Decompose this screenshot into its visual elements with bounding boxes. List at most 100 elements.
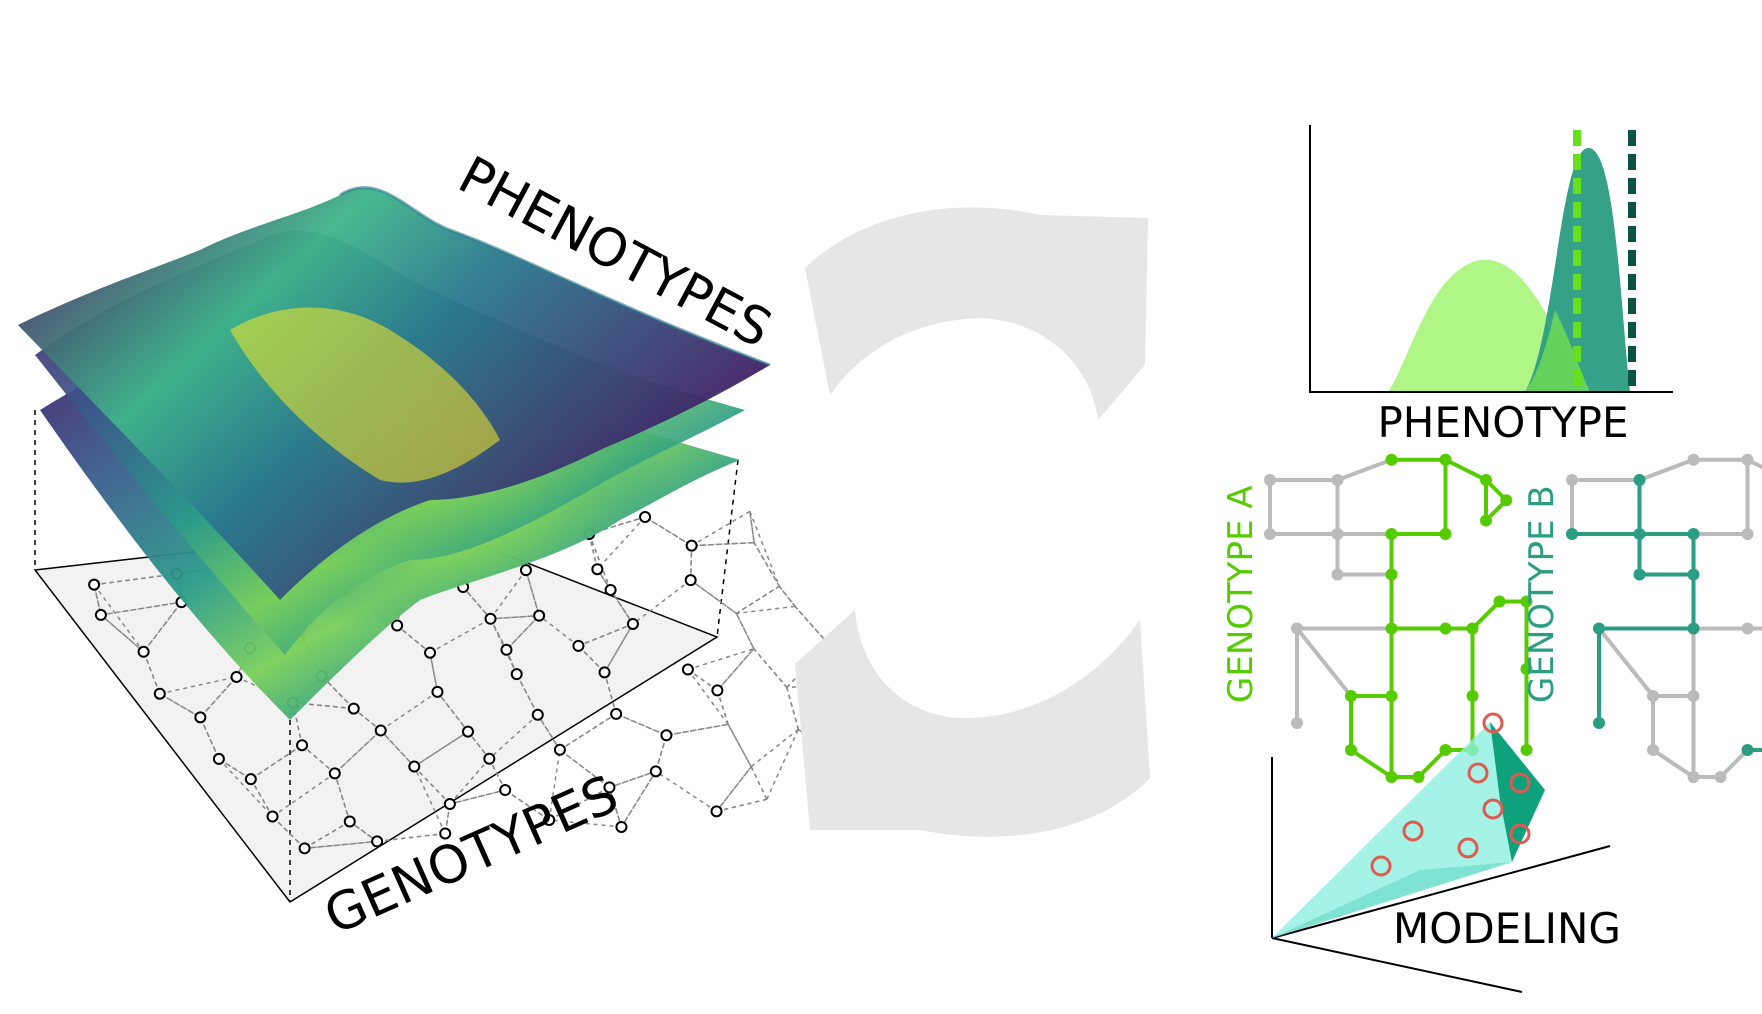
network-edge (377, 832, 446, 843)
network-edge (596, 516, 646, 570)
network-edge (396, 624, 431, 654)
network-edge (94, 573, 177, 586)
genotype-b-inactive-edges (1566, 453, 1762, 783)
network-edge (1746, 457, 1762, 470)
network-node (1647, 744, 1659, 756)
network-edge (449, 789, 506, 805)
network-edge (735, 613, 755, 650)
genotype-b-network: GENOTYPE B (1522, 453, 1762, 783)
network-edge (716, 798, 767, 813)
network-node (137, 645, 150, 658)
network-edge (143, 601, 183, 653)
modeling-cone (1272, 722, 1512, 938)
network-node (374, 724, 387, 737)
network-edge (301, 744, 336, 774)
network-node (266, 810, 279, 823)
sample-point (1467, 762, 1489, 784)
network-edge (1444, 457, 1487, 482)
network-edge (588, 533, 612, 591)
network-node (1466, 690, 1479, 702)
sample-point (1457, 837, 1479, 859)
network-node (298, 842, 311, 855)
network-node (443, 798, 456, 811)
network-edge (727, 723, 752, 768)
network-edge (753, 648, 788, 688)
network-edge (462, 586, 492, 620)
network-node (615, 820, 628, 833)
network-node (1520, 595, 1533, 608)
network-node (1687, 771, 1700, 783)
network-edge (218, 758, 252, 780)
network-edge (715, 766, 752, 812)
phenotype-distribution-panel: PHENOTYPE (1309, 125, 1673, 447)
network-node (1439, 453, 1452, 466)
network-node (519, 564, 532, 577)
network-edge (690, 579, 737, 615)
network-edge (489, 569, 527, 620)
network-edge (749, 511, 755, 543)
network-edge (603, 623, 634, 673)
phenotype-axis-label: PHENOTYPE (1377, 398, 1628, 447)
network-node (1331, 568, 1344, 581)
modeling-label: MODELING (1393, 904, 1621, 953)
network-node (88, 578, 101, 591)
network-edge (100, 601, 182, 616)
network-node (603, 781, 616, 794)
cycle-arrow-bottom (795, 610, 1150, 837)
network-edge (615, 713, 667, 736)
network-edge (413, 766, 451, 805)
phenotype-surface-top-edge (339, 186, 771, 367)
network-edge (1597, 627, 1655, 698)
network-edge (537, 714, 561, 751)
network-edge (794, 605, 829, 645)
network-node (598, 666, 611, 679)
network-node (533, 609, 546, 622)
network-node (1566, 528, 1578, 540)
network-edge (609, 770, 657, 789)
network-edge (644, 516, 693, 547)
network-edge (603, 672, 617, 715)
network-node (1412, 771, 1425, 783)
network-node (1385, 528, 1398, 540)
network-node (626, 617, 639, 630)
network-node (1385, 453, 1398, 466)
network-edge (429, 652, 439, 693)
network-edge (608, 787, 623, 828)
network-node (639, 511, 652, 524)
network-edge (548, 786, 610, 821)
network-edge (449, 758, 490, 805)
network-node (1566, 474, 1578, 486)
network-node (681, 663, 694, 676)
sample-point (1370, 855, 1392, 877)
network-edge (603, 672, 617, 715)
network-edge (691, 510, 751, 547)
genotype-a-network: GENOTYPE A (1221, 453, 1533, 783)
phenotype-surface-top-peak (230, 307, 500, 483)
network-edge (666, 723, 729, 737)
network-edge (559, 749, 610, 788)
network-node (1520, 663, 1533, 675)
network-node (1500, 494, 1513, 507)
network-node (391, 619, 404, 632)
network-edge (715, 766, 752, 812)
network-edge (100, 614, 145, 653)
network-node (685, 539, 698, 552)
modeling-cone-shade (1272, 862, 1512, 938)
network-edge (380, 691, 438, 732)
network-edge (609, 589, 634, 625)
network-node (1687, 568, 1700, 581)
network-node (1439, 622, 1452, 635)
network-edge (159, 676, 237, 695)
modeling-panel: MODELING (1271, 712, 1621, 993)
network-edge (1336, 457, 1393, 482)
network-node (1687, 453, 1700, 466)
network-node (1593, 717, 1605, 729)
network-node (1345, 690, 1357, 702)
network-node (553, 743, 566, 756)
network-edge (504, 789, 550, 821)
network-edge (750, 728, 799, 768)
network-edge (429, 618, 491, 654)
network-edge (413, 730, 469, 768)
network-edge (655, 735, 668, 772)
